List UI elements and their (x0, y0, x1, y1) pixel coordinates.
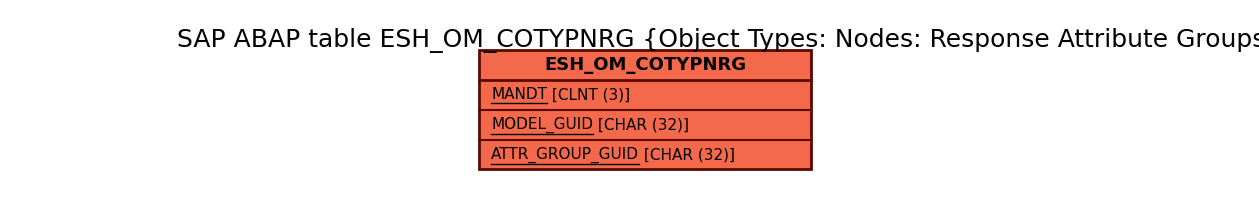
Text: MANDT: MANDT (491, 87, 548, 102)
Text: MODEL_GUID: MODEL_GUID (491, 117, 593, 133)
Text: [CLNT (3)]: [CLNT (3)] (548, 87, 631, 102)
Text: [CHAR (32)]: [CHAR (32)] (640, 147, 735, 162)
FancyBboxPatch shape (480, 50, 811, 170)
Text: ESH_OM_COTYPNRG: ESH_OM_COTYPNRG (544, 56, 747, 74)
Text: SAP ABAP table ESH_OM_COTYPNRG {Object Types: Nodes: Response Attribute Groups}: SAP ABAP table ESH_OM_COTYPNRG {Object T… (176, 28, 1259, 54)
Text: [CHAR (32)]: [CHAR (32)] (593, 117, 689, 132)
Text: ATTR_GROUP_GUID: ATTR_GROUP_GUID (491, 146, 640, 163)
